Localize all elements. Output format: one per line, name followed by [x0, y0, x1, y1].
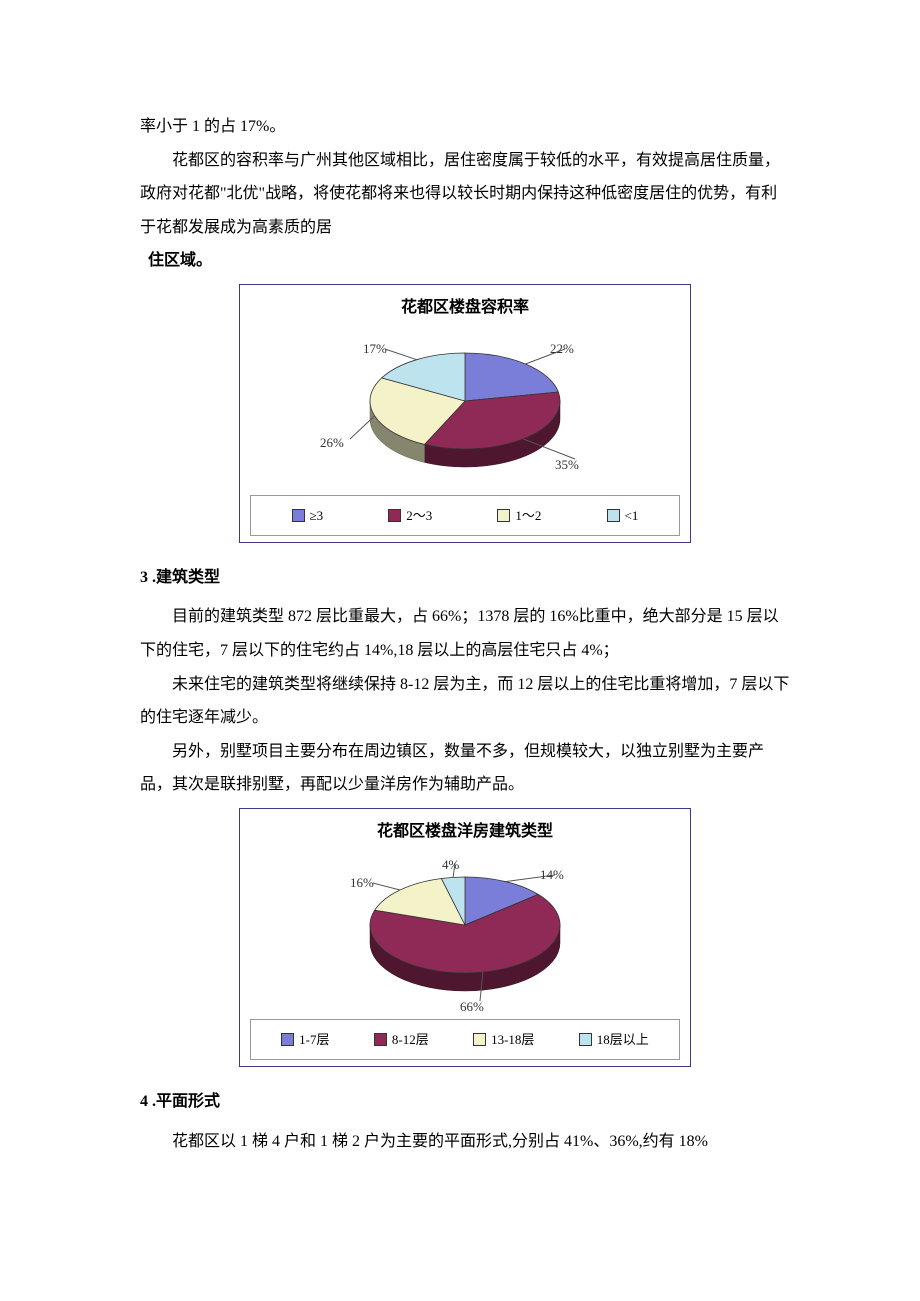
chart1-title: 花都区楼盘容积率 [250, 291, 680, 325]
legend-item: 18层以上 [579, 1026, 649, 1053]
document-page: 率小于 1 的占 17%。 花都区的容积率与广州其他区域相比，居住密度属于较低的… [0, 0, 920, 1218]
legend-swatch [374, 1033, 387, 1046]
legend-item: 1-7层 [281, 1026, 329, 1053]
paragraph-building-3: 另外，别墅项目主要分布在周边镇区，数量不多，但规模较大，以独立别墅为主要产品，其… [140, 735, 790, 802]
paragraph-density-tail: 住区域。 [140, 244, 790, 278]
chart2-pie-area: 14%66%16%4% [250, 853, 680, 1013]
paragraph-plan-1: 花都区以 1 梯 4 户和 1 梯 2 户为主要的平面形式,分别占 41%、36… [140, 1125, 790, 1159]
pie-percent-label: 4% [442, 851, 459, 878]
legend-label: 1～2 [515, 502, 541, 529]
legend-swatch [607, 509, 620, 522]
legend-swatch [281, 1033, 294, 1046]
legend-label: 8-12层 [392, 1026, 429, 1053]
legend-item: 2～3 [388, 502, 432, 529]
pie-percent-label: 16% [350, 869, 374, 896]
paragraph-building-2: 未来住宅的建筑类型将继续保持 8-12 层为主，而 12 层以上的住宅比重将增加… [140, 668, 790, 735]
pie-percent-label: 14% [540, 861, 564, 888]
chart1-legend: ≥3 2～3 1～2 <1 [250, 495, 680, 536]
legend-item: 8-12层 [374, 1026, 429, 1053]
paragraph-density: 花都区的容积率与广州其他区域相比，居住密度属于较低的水平，有效提高居住质量，政府… [140, 144, 790, 245]
chart2-container: 花都区楼盘洋房建筑类型 14%66%16%4% 1-7层8-12层13-18层1… [140, 808, 790, 1067]
legend-label: ≥3 [310, 502, 324, 529]
chart2-legend: 1-7层 8-12层 13-18层 18层以上 [250, 1019, 680, 1060]
paragraph-building-1: 目前的建筑类型 872 层比重最大，占 66%；1378 层的 16%比重中，绝… [140, 600, 790, 667]
legend-label: 1-7层 [299, 1026, 329, 1053]
heading-4-label: 4 .平面形式 [140, 1093, 220, 1110]
legend-swatch [388, 509, 401, 522]
pie-percent-label: 66% [460, 993, 484, 1020]
legend-item: 1～2 [497, 502, 541, 529]
legend-swatch [292, 509, 305, 522]
pie-percent-label: 26% [320, 429, 344, 456]
legend-label: 2～3 [406, 502, 432, 529]
pie-percent-label: 22% [550, 335, 574, 362]
legend-swatch [473, 1033, 486, 1046]
heading-3-label: 3 .建筑类型 [140, 569, 220, 586]
legend-item: <1 [607, 502, 639, 529]
chart1-pie-area: 22% 35% 26% 17% [250, 329, 680, 489]
pie-percent-label: 17% [363, 335, 387, 362]
legend-label: <1 [625, 502, 639, 529]
legend-label: 18层以上 [597, 1026, 649, 1053]
chart1-box: 花都区楼盘容积率 22% 35% 26% 17% ≥3 2～3 1～2 <1 [239, 284, 691, 543]
legend-item: ≥3 [292, 502, 324, 529]
heading-building-type: 3 .建筑类型 [140, 561, 790, 595]
chart2-box: 花都区楼盘洋房建筑类型 14%66%16%4% 1-7层8-12层13-18层1… [239, 808, 691, 1067]
legend-swatch [497, 509, 510, 522]
legend-item: 13-18层 [473, 1026, 534, 1053]
legend-swatch [579, 1033, 592, 1046]
legend-label: 13-18层 [491, 1026, 534, 1053]
chart1-container: 花都区楼盘容积率 22% 35% 26% 17% ≥3 2～3 1～2 <1 [140, 284, 790, 543]
pie-percent-label: 35% [555, 451, 579, 478]
heading-plan-form: 4 .平面形式 [140, 1085, 790, 1119]
chart2-title: 花都区楼盘洋房建筑类型 [250, 815, 680, 849]
paragraph-intro-cont: 率小于 1 的占 17%。 [140, 110, 790, 144]
